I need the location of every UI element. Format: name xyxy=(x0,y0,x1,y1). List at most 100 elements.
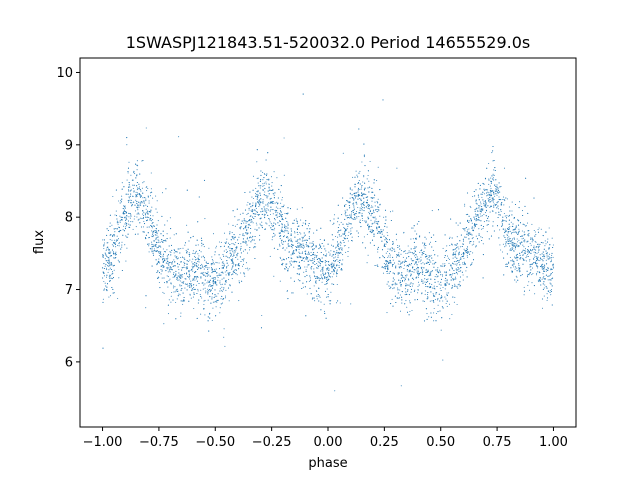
data-point xyxy=(330,250,332,252)
data-point xyxy=(419,272,421,274)
data-point xyxy=(136,164,138,166)
data-point xyxy=(225,274,227,276)
data-point xyxy=(204,283,206,285)
data-point xyxy=(481,193,483,195)
data-point xyxy=(327,268,329,270)
data-point xyxy=(360,195,362,197)
data-point xyxy=(279,256,281,258)
data-point xyxy=(272,229,274,231)
data-point xyxy=(312,241,314,243)
data-point xyxy=(472,230,475,232)
data-point xyxy=(265,183,267,185)
data-point xyxy=(429,260,431,262)
data-point xyxy=(292,253,294,255)
data-point xyxy=(436,276,438,278)
data-point xyxy=(271,236,274,238)
data-point xyxy=(168,270,170,272)
data-point xyxy=(537,267,539,269)
data-point xyxy=(546,263,548,265)
data-point xyxy=(527,250,529,252)
data-point xyxy=(315,256,317,258)
data-point xyxy=(457,284,459,286)
data-point xyxy=(256,177,258,179)
data-point xyxy=(492,199,494,201)
data-point xyxy=(516,276,518,278)
data-point xyxy=(399,260,401,262)
data-point xyxy=(257,196,259,198)
data-point xyxy=(470,218,472,220)
data-point xyxy=(397,263,399,265)
data-point xyxy=(475,202,477,204)
data-point xyxy=(334,235,337,238)
data-point xyxy=(186,260,188,262)
data-point xyxy=(143,202,145,204)
data-point xyxy=(296,241,298,243)
data-point xyxy=(417,269,419,271)
data-point xyxy=(368,191,370,193)
data-point xyxy=(186,275,189,277)
data-point xyxy=(497,192,499,194)
data-point xyxy=(550,261,552,263)
data-point xyxy=(335,260,337,262)
data-point xyxy=(262,183,264,185)
data-point xyxy=(498,211,500,213)
data-point xyxy=(375,222,377,224)
data-point xyxy=(349,192,351,194)
data-point xyxy=(142,215,145,217)
data-point xyxy=(449,318,451,320)
data-point xyxy=(201,297,203,299)
data-point xyxy=(223,336,225,338)
data-point xyxy=(337,252,339,254)
data-point xyxy=(214,295,216,297)
data-point xyxy=(454,263,456,265)
data-point xyxy=(410,273,412,275)
data-point xyxy=(394,250,396,252)
data-point xyxy=(168,299,170,301)
data-point xyxy=(393,273,396,275)
data-point xyxy=(405,300,407,302)
data-point xyxy=(171,262,173,264)
data-point xyxy=(412,238,414,240)
data-point xyxy=(219,288,221,290)
data-point xyxy=(531,282,533,284)
data-point xyxy=(284,240,287,242)
data-point xyxy=(368,217,370,220)
data-point xyxy=(462,243,464,245)
data-point xyxy=(121,241,123,243)
data-point xyxy=(395,256,398,258)
data-point xyxy=(339,241,341,243)
data-point xyxy=(149,214,152,216)
data-point xyxy=(204,275,207,277)
data-point xyxy=(539,277,541,279)
data-point xyxy=(502,196,505,198)
data-point xyxy=(230,254,233,256)
data-point xyxy=(299,246,301,248)
data-point xyxy=(475,246,477,248)
data-point xyxy=(200,313,202,315)
data-point xyxy=(527,246,529,248)
data-point xyxy=(515,226,517,228)
data-point xyxy=(293,266,295,268)
data-point xyxy=(480,203,482,205)
data-point xyxy=(134,210,137,212)
data-point xyxy=(133,190,135,192)
data-point xyxy=(143,201,145,203)
data-point xyxy=(476,223,478,225)
data-point xyxy=(131,202,133,204)
data-point xyxy=(152,235,155,237)
data-point xyxy=(316,263,318,265)
data-point xyxy=(269,213,272,216)
data-point xyxy=(299,256,301,258)
data-point xyxy=(361,195,363,197)
data-point xyxy=(447,257,449,259)
data-point xyxy=(488,179,490,181)
data-point xyxy=(389,259,392,261)
data-point xyxy=(376,264,378,266)
data-point xyxy=(259,218,261,220)
data-point xyxy=(221,302,224,304)
data-point xyxy=(521,241,523,243)
data-point xyxy=(468,220,470,222)
data-point xyxy=(344,204,346,206)
data-point xyxy=(412,279,415,281)
data-point xyxy=(464,205,466,207)
